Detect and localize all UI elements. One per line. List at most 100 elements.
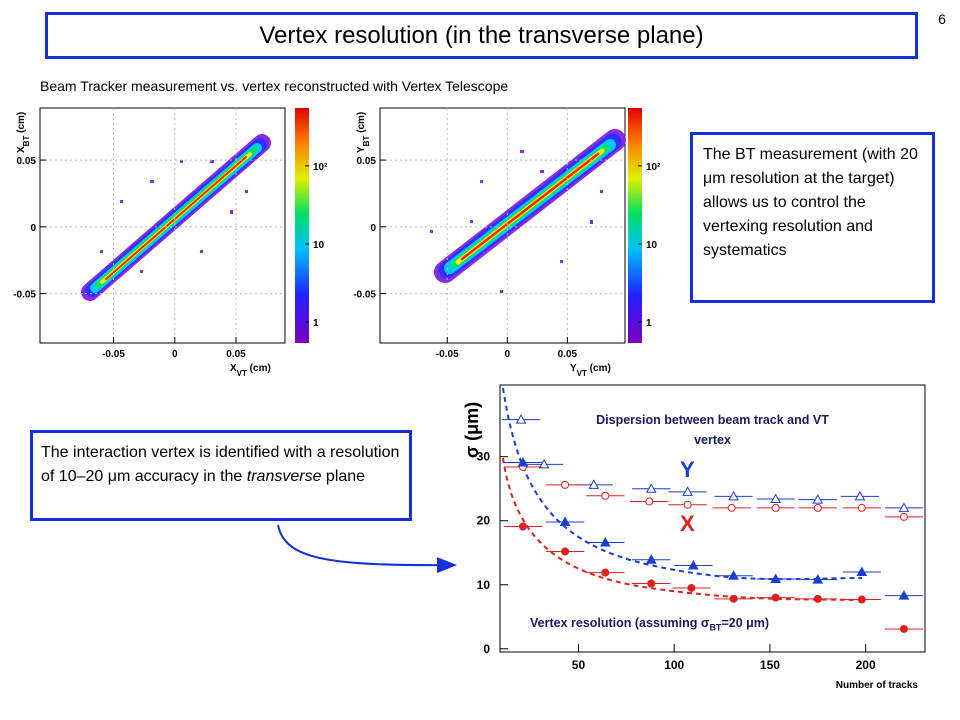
y-tick-label: 0.05	[17, 156, 37, 167]
histogram-left	[39, 107, 309, 344]
label-part: Y	[570, 363, 577, 374]
series-label: X	[680, 511, 695, 536]
y-tick-label: -0.05	[353, 290, 376, 301]
marker-circle	[771, 503, 780, 512]
annotation-sub: BT	[709, 622, 722, 633]
axis-label: YBT (cm)	[356, 112, 371, 153]
colorbar	[628, 108, 642, 343]
marker-triangle	[588, 479, 600, 489]
colorbar-tick-label: 10²	[646, 162, 661, 173]
marker-triangle	[645, 483, 657, 493]
colorbar-tick-label: 1	[646, 318, 652, 329]
label-part: Y	[356, 146, 367, 153]
note-left: The interaction vertex is identified wit…	[30, 430, 412, 521]
marker-triangle	[599, 536, 611, 547]
x-tick-label: 150	[760, 658, 780, 672]
colorbar	[295, 108, 309, 343]
marker-circle	[601, 568, 610, 577]
marker-triangle	[728, 490, 739, 501]
subscript: VT	[577, 369, 587, 378]
label-part: X	[230, 363, 237, 374]
label-part: (cm)	[247, 363, 271, 374]
x-tick-label: 0.05	[558, 349, 578, 360]
marker-circle	[561, 547, 570, 556]
marker-triangle	[770, 573, 782, 584]
marker-circle	[727, 503, 736, 512]
subscript: BT	[22, 136, 31, 147]
marker-circle	[857, 595, 866, 604]
marker-circle	[813, 594, 822, 603]
marker-triangle	[645, 554, 657, 564]
sparse-points	[100, 160, 248, 273]
marker-circle	[601, 491, 610, 500]
marker-circle	[771, 593, 780, 602]
colorbar-tick-label: 1	[313, 318, 319, 329]
y-tick-label: 30	[477, 450, 491, 464]
page-number: 6	[938, 11, 946, 27]
marker-circle	[729, 594, 738, 603]
marker-circle	[857, 503, 866, 512]
colorbar-tick-label: 10	[646, 240, 658, 251]
label-part: (cm)	[16, 112, 27, 136]
y-tick-label: 0	[483, 642, 490, 656]
annotation-text: Vertex resolution (assuming σ	[530, 616, 710, 630]
colorbar-tick-label: 10	[313, 240, 325, 251]
sparse-points	[430, 150, 603, 293]
marker-circle	[645, 497, 654, 506]
x-tick-label: 0	[505, 349, 511, 360]
title: Vertex resolution (in the transverse pla…	[259, 21, 704, 49]
marker-triangle	[515, 414, 527, 424]
marker-circle	[899, 624, 908, 633]
note-text: The interaction vertex is identified wit…	[41, 444, 400, 485]
x-tick-label: -0.05	[436, 349, 459, 360]
y-tick-label: 20	[477, 514, 491, 528]
plot-frame	[499, 384, 926, 653]
fit-curve	[502, 457, 863, 601]
label-part: (cm)	[356, 112, 367, 136]
axis-label: XVT (cm)	[230, 363, 271, 378]
label-part: X	[16, 146, 27, 153]
marker-triangle	[854, 490, 866, 501]
marker-triangle	[728, 570, 739, 580]
arrow	[277, 524, 457, 574]
subscript: VT	[237, 369, 247, 378]
y-tick-label: 0	[30, 223, 36, 234]
x-tick-label: 200	[856, 658, 876, 672]
marker-circle	[813, 503, 822, 512]
x-axis-label: Number of tracks	[836, 680, 919, 691]
marker-triangle	[770, 493, 782, 503]
y-tick-label: 10	[477, 578, 491, 592]
note-text: The BT measurement (with 20 μm resolutio…	[703, 146, 918, 259]
label-part: (cm)	[587, 363, 611, 374]
note-text-italic: transverse	[246, 468, 322, 485]
x-tick-label: 0	[172, 349, 178, 360]
chart-annotation: Vertex resolution (assuming σBT=20 μm)	[530, 616, 769, 633]
histogram-right	[379, 107, 642, 344]
marker-triangle	[559, 516, 571, 527]
marker-triangle	[856, 566, 868, 576]
marker-triangle	[538, 458, 550, 469]
y-tick-label: -0.05	[13, 290, 36, 301]
axis-label: YVT (cm)	[570, 363, 611, 378]
marker-circle	[561, 480, 570, 489]
subscript: BT	[362, 136, 371, 147]
density-band	[434, 129, 626, 283]
y-tick-label: 0.05	[357, 156, 377, 167]
density-band	[81, 134, 271, 301]
marker-circle	[647, 579, 656, 588]
marker-triangle	[517, 456, 529, 467]
x-tick-label: 100	[664, 658, 684, 672]
marker-triangle	[898, 590, 910, 600]
subtitle: Beam Tracker measurement vs. vertex reco…	[40, 78, 509, 94]
title-box: Vertex resolution (in the transverse pla…	[45, 12, 918, 59]
marker-circle	[899, 512, 908, 521]
note-text: plane	[321, 468, 366, 485]
marker-circle	[683, 500, 692, 509]
y-tick-label: 0	[370, 223, 376, 234]
marker-triangle	[812, 574, 824, 584]
y-axis-label: σ (μm)	[462, 402, 482, 458]
marker-triangle	[688, 560, 699, 570]
marker-circle	[518, 522, 527, 531]
